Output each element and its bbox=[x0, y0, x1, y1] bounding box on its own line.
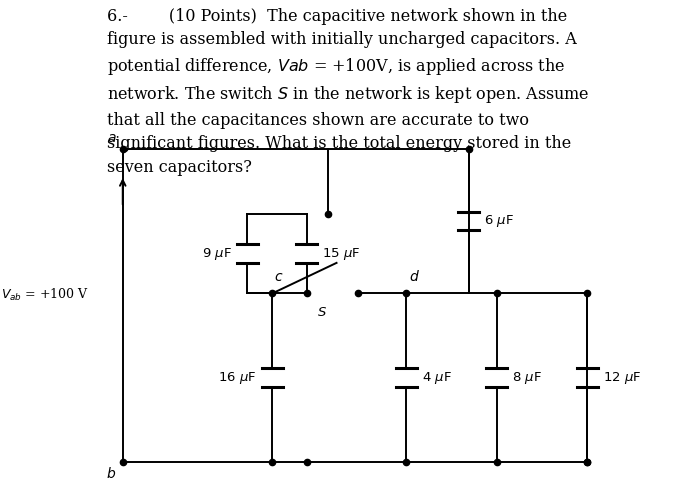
Text: $b$: $b$ bbox=[106, 466, 116, 481]
Text: $d$: $d$ bbox=[410, 269, 420, 284]
Text: 12 $\mu$F: 12 $\mu$F bbox=[603, 369, 641, 385]
Text: 6 $\mu$F: 6 $\mu$F bbox=[484, 213, 514, 229]
Text: $V_{ab}$ = +100 V: $V_{ab}$ = +100 V bbox=[1, 287, 88, 303]
Text: 15 $\mu$F: 15 $\mu$F bbox=[322, 245, 360, 261]
Text: 9 $\mu$F: 9 $\mu$F bbox=[202, 245, 232, 261]
Text: 6.-        (10 Points)  The capacitive network shown in the
figure is assembled : 6.- (10 Points) The capacitive network s… bbox=[107, 8, 590, 176]
Text: $a$: $a$ bbox=[107, 131, 116, 145]
Text: 16 $\mu$F: 16 $\mu$F bbox=[218, 369, 257, 385]
Text: 4 $\mu$F: 4 $\mu$F bbox=[422, 369, 452, 385]
Text: $S$: $S$ bbox=[317, 306, 327, 319]
Text: 8 $\mu$F: 8 $\mu$F bbox=[512, 369, 542, 385]
Text: $c$: $c$ bbox=[274, 270, 284, 284]
